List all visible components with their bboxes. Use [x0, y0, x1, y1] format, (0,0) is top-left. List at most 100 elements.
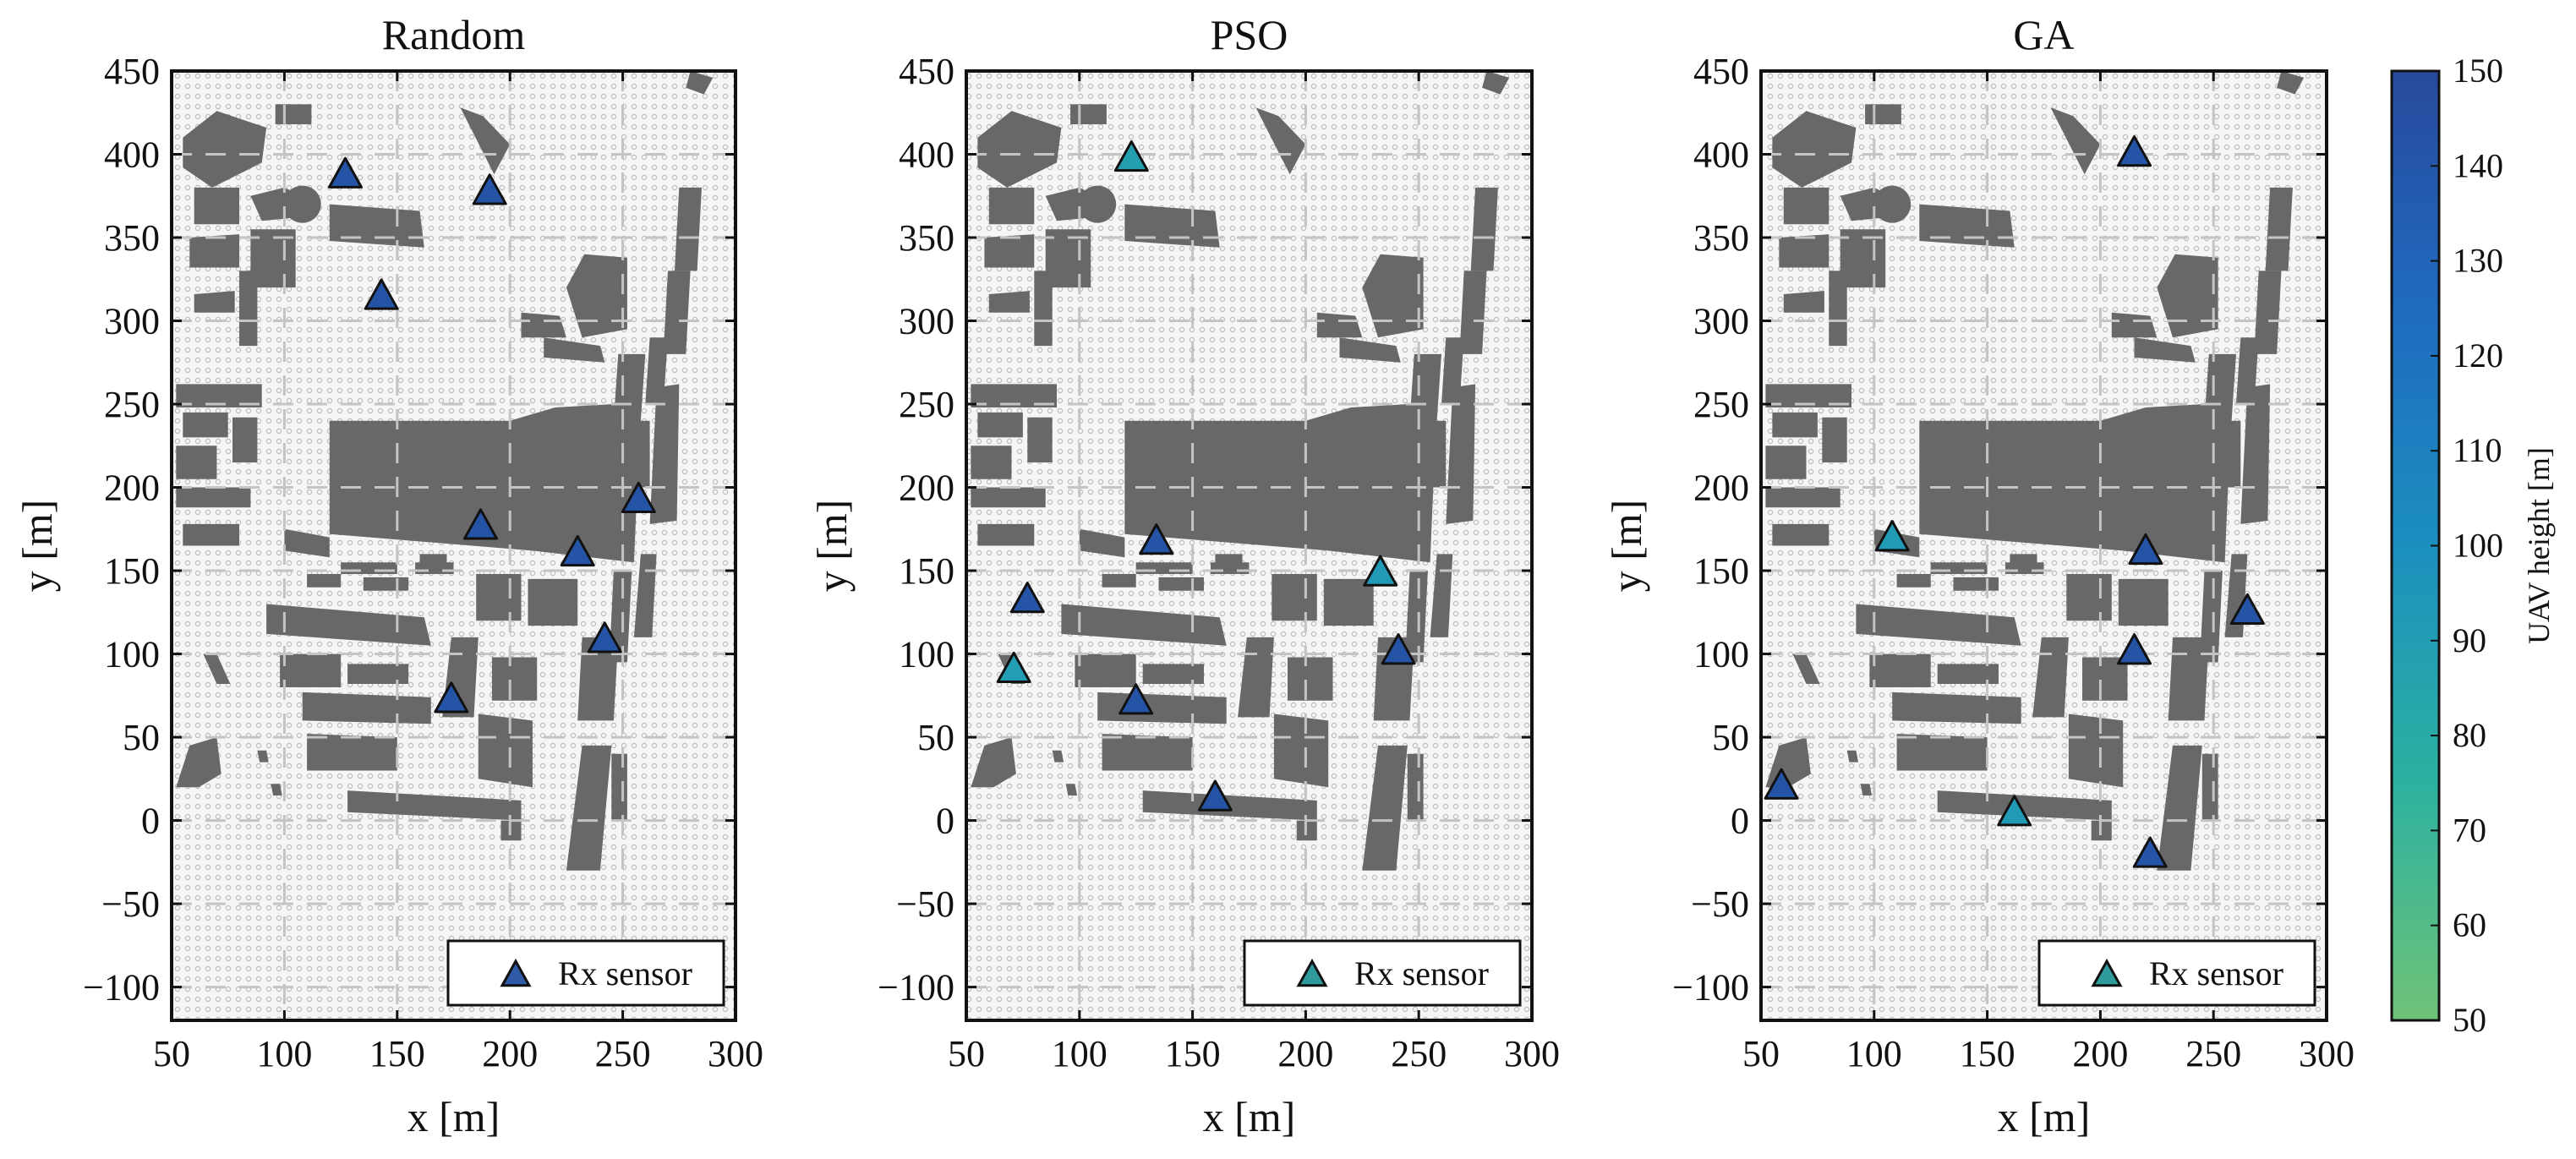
building: [1323, 578, 1374, 626]
colorbar-tick-label: 150: [2453, 52, 2503, 90]
building: [1316, 312, 1363, 338]
building: [2032, 637, 2069, 718]
building: [2068, 713, 2124, 788]
buildings: [1765, 71, 2305, 871]
y-tick-label: 400: [899, 134, 954, 176]
building: [476, 574, 522, 621]
building: [1273, 713, 1329, 788]
building: [271, 784, 282, 795]
sensor-markers: [996, 139, 1416, 812]
building: [419, 554, 447, 568]
building: [194, 187, 239, 225]
colorbar-tick-label: 100: [2453, 527, 2503, 565]
building: [566, 254, 627, 338]
building: [2010, 554, 2037, 568]
building: [675, 187, 702, 271]
y-tick-label: 50: [1712, 717, 1749, 758]
building: [329, 402, 641, 563]
building: [1765, 487, 1840, 508]
building: [1792, 653, 1820, 684]
building: [528, 578, 578, 626]
building: [988, 187, 1035, 225]
legend-label: Rx sensor: [558, 954, 692, 992]
building: [577, 637, 619, 721]
building: [1272, 574, 1317, 621]
x-axis-label: x [m]: [1203, 1093, 1296, 1140]
rx-sensor-marker: [1118, 683, 1154, 715]
y-tick-label: 100: [899, 634, 954, 675]
panel-title: GA: [2013, 11, 2074, 58]
rx-sensor-marker: [996, 651, 1031, 683]
y-axis-label: y [m]: [1603, 500, 1650, 593]
panel-title: Random: [382, 11, 526, 58]
y-tick-label: 250: [899, 384, 954, 425]
building: [544, 337, 605, 363]
legend-marker: [1296, 958, 1328, 987]
building: [1079, 528, 1125, 558]
building: [2134, 337, 2196, 363]
x-tick-label: 100: [1846, 1033, 1902, 1074]
building: [2201, 753, 2218, 821]
building: [1459, 271, 1487, 354]
y-tick-label: 0: [141, 801, 160, 842]
building: [176, 737, 222, 788]
building: [2111, 312, 2158, 338]
building: [307, 734, 397, 771]
building: [1034, 271, 1053, 347]
building: [1783, 291, 1824, 313]
y-tick-label: 0: [936, 801, 954, 842]
rx-sensor-marker: [1381, 633, 1416, 665]
sensor-markers: [1764, 135, 2265, 868]
colorbar-label: UAV height [m]: [2522, 447, 2556, 644]
y-tick-label: 400: [104, 134, 160, 176]
building: [1765, 384, 1851, 407]
building: [257, 750, 269, 763]
buildings: [971, 71, 1510, 871]
x-axis-label: x [m]: [1998, 1093, 2091, 1140]
building: [1869, 653, 1931, 687]
building: [566, 745, 612, 871]
building: [1255, 107, 1306, 175]
y-tick-label: 350: [899, 217, 954, 259]
building: [275, 104, 312, 124]
building: [1919, 204, 2015, 248]
y-tick-label: 0: [1731, 801, 1749, 842]
building: [971, 487, 1046, 508]
building: [1865, 104, 1901, 124]
building: [1772, 412, 1818, 438]
building: [1052, 750, 1064, 763]
y-tick-label: 200: [899, 467, 954, 509]
building: [1919, 402, 2232, 563]
building: [1772, 523, 1829, 546]
y-tick-label: −50: [1691, 883, 1749, 925]
rx-sensor-marker: [1009, 582, 1045, 614]
building: [1772, 111, 1857, 188]
y-tick-label: 300: [1693, 301, 1749, 342]
building: [1102, 574, 1136, 588]
x-tick-label: 200: [482, 1033, 538, 1074]
y-tick-label: 300: [104, 301, 160, 342]
rx-sensor-marker: [1363, 555, 1398, 587]
x-tick-label: 100: [256, 1033, 312, 1074]
building: [329, 204, 424, 248]
y-tick-label: −50: [896, 883, 954, 925]
y-tick-label: 100: [104, 634, 160, 675]
x-tick-label: 50: [948, 1033, 985, 1074]
x-tick-label: 250: [2185, 1033, 2241, 1074]
panel-ga: 50 100 150 200 250 300 450 400 350 300 250 200 150 10…: [1603, 11, 2354, 1140]
building: [1765, 446, 1807, 479]
x-tick-label: 300: [2299, 1033, 2354, 1074]
rx-sensor-marker: [2117, 135, 2152, 167]
x-axis-label: x [m]: [407, 1093, 500, 1140]
y-tick-label: 250: [1693, 384, 1749, 425]
building: [203, 653, 231, 684]
building: [613, 353, 646, 421]
legend: Rx sensor: [1243, 939, 1522, 1007]
rx-sensor-marker: [434, 681, 469, 713]
building: [1896, 734, 1988, 771]
rx-sensor-marker: [2128, 533, 2163, 566]
building: [1856, 604, 2021, 646]
y-tick-label: 150: [1693, 550, 1749, 592]
building: [239, 271, 258, 347]
buildings: [176, 71, 714, 871]
